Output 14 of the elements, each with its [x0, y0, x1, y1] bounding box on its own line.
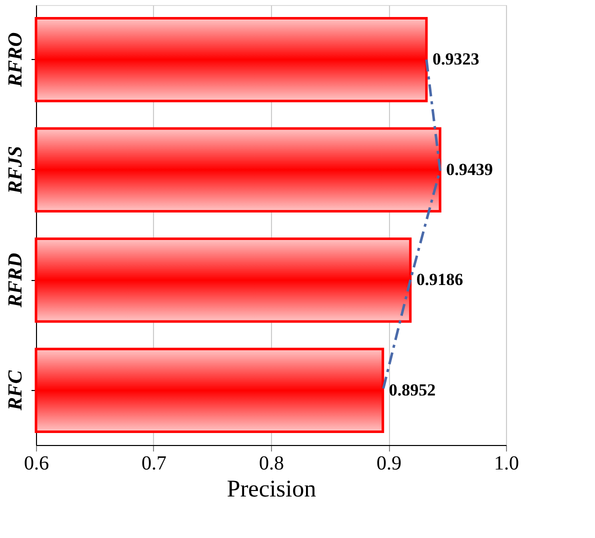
x-tick-label: 0.7	[142, 452, 166, 474]
y-tick-label: RFRO	[4, 32, 26, 88]
y-tick-label: RFC	[4, 370, 26, 412]
data-label: 0.8952	[388, 380, 436, 400]
x-tick-label: 0.6	[24, 452, 49, 474]
x-tick-label: 0.9	[376, 452, 402, 474]
y-tick-label: RFJS	[4, 146, 26, 195]
x-axis-title: Precision	[226, 476, 316, 502]
y-tick-label: RFRD	[4, 252, 26, 308]
data-label: 0.9186	[416, 270, 464, 290]
data-label: 0.9323	[432, 50, 480, 69]
data-label: 0.9439	[446, 160, 493, 179]
x-tick-label: 0.8	[259, 452, 284, 474]
x-tick-label: 1.0	[494, 452, 519, 474]
